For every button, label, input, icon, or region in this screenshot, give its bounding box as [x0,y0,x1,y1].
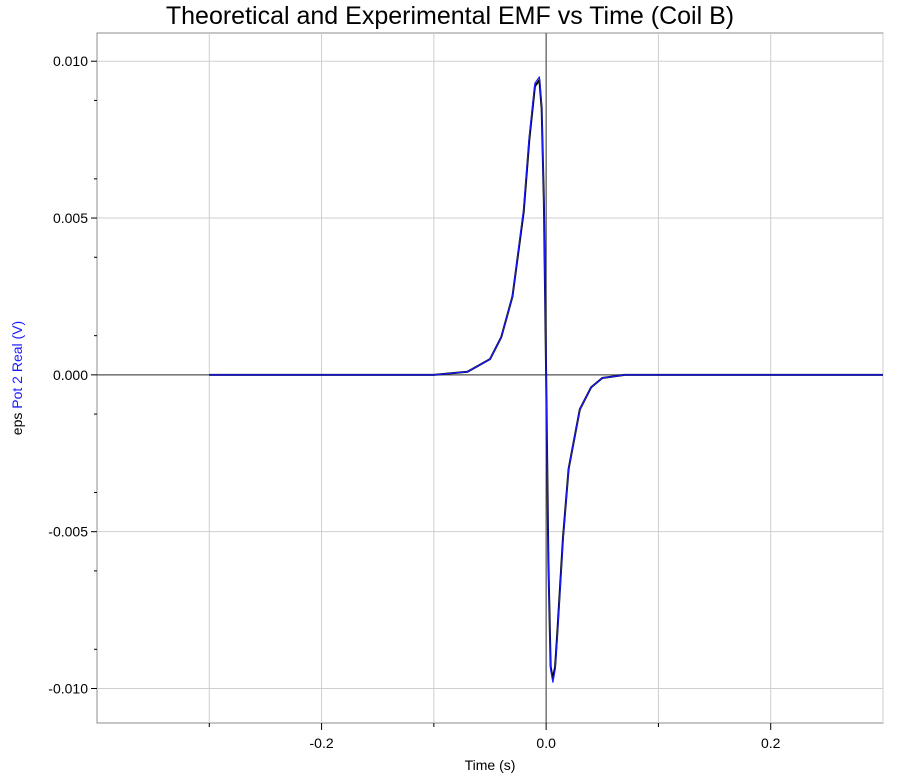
series-group [209,76,883,683]
x-axis-label: Time (s) [465,757,516,773]
y-tick-label: 0.005 [53,210,88,226]
y-axis-label-part: eps [9,413,25,436]
y-axis-label-part: Pot 2 Real (V) [9,321,25,413]
x-tick-label: -0.2 [310,735,334,751]
y-axis-label: eps Pot 2 Real (V) [9,321,25,435]
x-tick-label: 0.2 [761,735,781,751]
x-axis: -0.2 0.0 0.2 [208,723,781,751]
y-tick-label: 0.000 [53,367,88,383]
y-tick-label: -0.005 [48,524,88,540]
series-line-2 [209,76,883,683]
y-tick-label: -0.010 [48,681,88,697]
x-tick-label: 0.0 [536,735,556,751]
chart-title: Theoretical and Experimental EMF vs Time… [165,2,735,30]
plot-area [96,32,884,724]
y-axis: 0.010 0.005 0.000 -0.005 -0.010 [48,53,97,697]
y-tick-label: 0.010 [53,53,88,69]
